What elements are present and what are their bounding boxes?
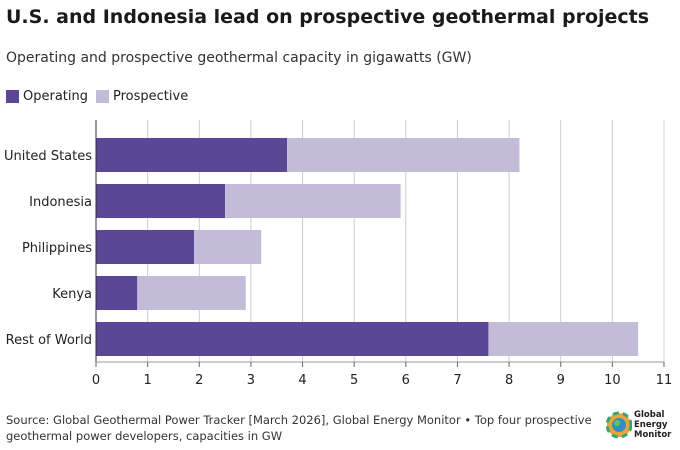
legend: Operating Prospective xyxy=(6,89,196,104)
x-tick-label: 6 xyxy=(402,373,410,388)
x-tick-label: 8 xyxy=(505,373,513,388)
bar-prospective xyxy=(194,230,262,264)
legend-item-operating: Operating xyxy=(6,89,88,104)
legend-label-operating: Operating xyxy=(23,89,88,104)
bar-operating xyxy=(96,184,226,218)
x-tick-label: 1 xyxy=(143,373,151,388)
bar-prospective xyxy=(488,322,639,356)
bar-prospective xyxy=(137,276,246,310)
logo-line-2: Energy xyxy=(634,420,668,430)
category-label: Indonesia xyxy=(29,195,92,210)
x-tick-label: 11 xyxy=(656,373,673,388)
bar-prospective xyxy=(287,138,520,172)
bar-operating xyxy=(96,276,138,310)
category-label: Philippines xyxy=(22,241,92,256)
x-tick-label: 2 xyxy=(195,373,203,388)
source-line-2: geothermal power developers, capacities … xyxy=(6,429,283,443)
bar-operating xyxy=(96,230,195,264)
bar-operating xyxy=(96,322,489,356)
globe-icon xyxy=(605,411,633,439)
x-tick-label: 5 xyxy=(350,373,358,388)
legend-swatch-prospective xyxy=(96,90,109,103)
bar-operating xyxy=(96,138,288,172)
logo-text: Global Energy Monitor xyxy=(634,410,671,440)
bar-chart: United States Indonesia Philippines Kenya Re… xyxy=(4,120,673,388)
bar-prospective xyxy=(225,184,401,218)
category-label: Kenya xyxy=(52,287,92,302)
logo-line-1: Global xyxy=(634,410,665,420)
x-tick-label: 4 xyxy=(298,373,306,388)
legend-swatch-operating xyxy=(6,90,19,103)
logo-line-3: Monitor xyxy=(634,430,672,440)
category-label: Rest of World xyxy=(6,333,92,348)
source-line-1: Source: Global Geothermal Power Tracker … xyxy=(6,413,592,427)
x-tick-label: 3 xyxy=(247,373,255,388)
x-tick-label: 9 xyxy=(557,373,565,388)
x-tick-label: 0 xyxy=(92,373,100,388)
chart-title: U.S. and Indonesia lead on prospective g… xyxy=(6,6,650,28)
legend-label-prospective: Prospective xyxy=(113,89,189,104)
gem-logo: Global Energy Monitor xyxy=(605,410,680,440)
source-note: Source: Global Geothermal Power Tracker … xyxy=(6,412,606,444)
x-tick-label: 7 xyxy=(453,373,461,388)
legend-item-prospective: Prospective xyxy=(96,89,188,104)
chart-subtitle: Operating and prospective geothermal cap… xyxy=(6,50,472,66)
x-tick-label: 10 xyxy=(604,373,621,388)
category-label: United States xyxy=(4,149,92,164)
